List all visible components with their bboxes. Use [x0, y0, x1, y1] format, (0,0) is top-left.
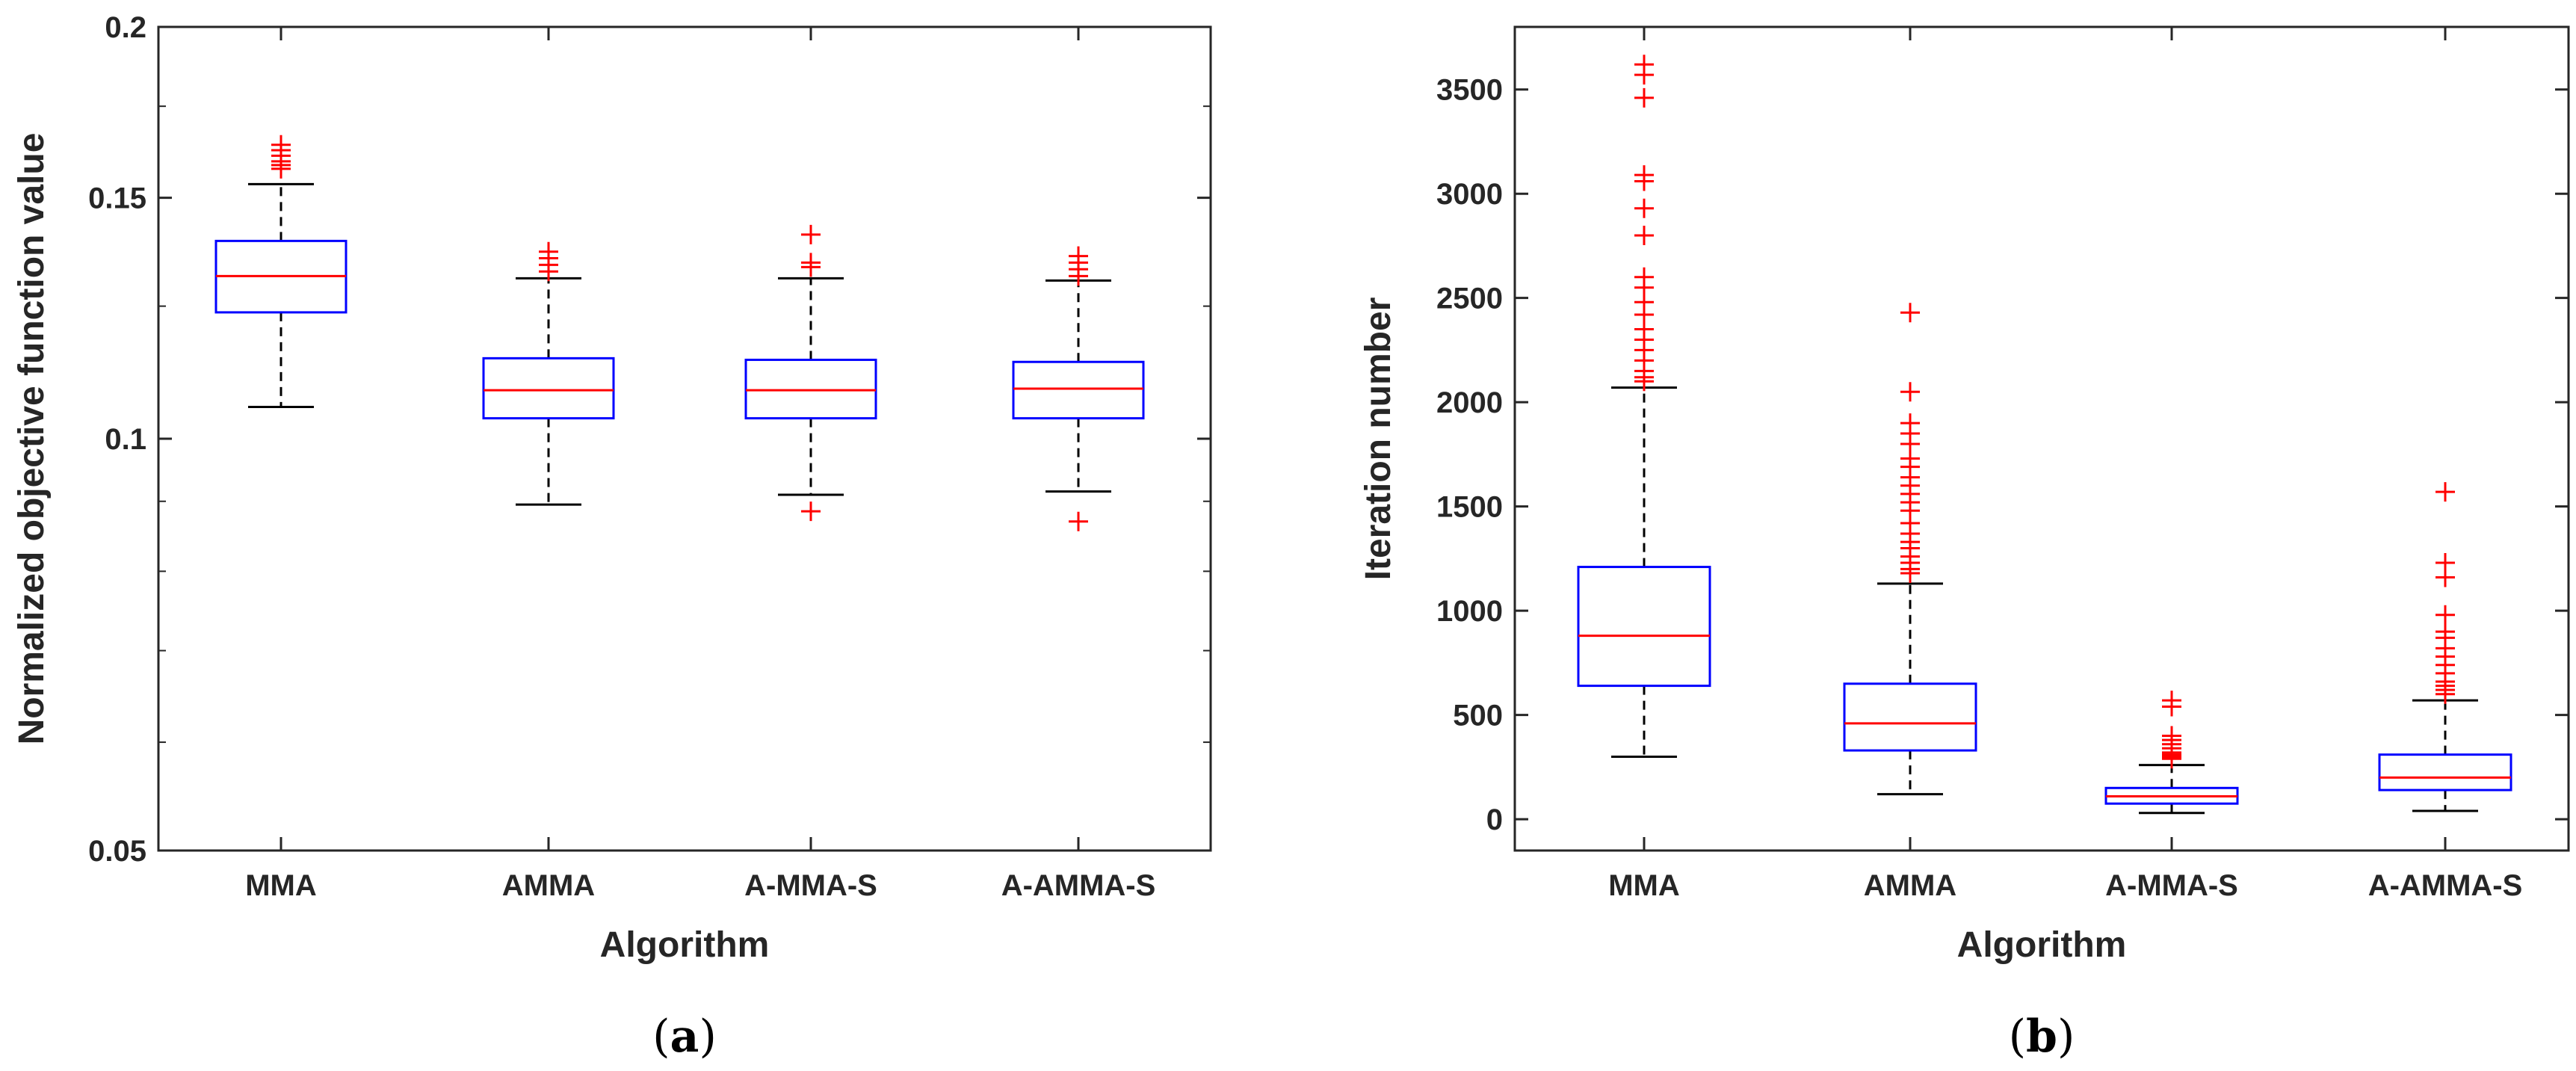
panel-a-outlier-marker	[801, 253, 821, 273]
panel-b-outlier-marker	[1634, 87, 1654, 108]
panel-a-outlier-marker	[1069, 511, 1088, 531]
panel-a-box	[744, 358, 877, 420]
panel-b-outlier-marker	[2436, 552, 2455, 572]
panel-b-x-tick-label: AMMA	[1864, 869, 1956, 902]
panel-b-y-tick-label: 2000	[1436, 386, 1503, 419]
panel-b-box	[1577, 566, 1711, 688]
panel-a-y-tick-label: 0.2	[105, 11, 146, 44]
panel-b-x-axis-title: Algorithm	[1957, 925, 2127, 965]
panel-b-box	[1843, 682, 1977, 752]
panel-b-x-tick-label: MMA	[1608, 869, 1680, 902]
panel-a-y-tick-label: 0.1	[105, 423, 146, 456]
panel-b-y-tick-label: 1000	[1436, 595, 1503, 628]
panel-a-y-tick-label: 0.05	[88, 835, 146, 868]
panel-b-outlier-marker	[2162, 691, 2181, 711]
panel-a-outlier-marker	[801, 501, 821, 522]
panel-b-outlier-marker	[1634, 267, 1654, 287]
panel-a-y-axis-title: Normalized objective function value	[12, 133, 52, 745]
panel-a-outlier-marker	[1069, 246, 1088, 266]
panel-b-y-axis-title: Iteration number	[1359, 297, 1398, 581]
panel-b-y-tick-label: 0	[1486, 803, 1503, 836]
panel-b-x-tick-label: A-AMMA-S	[2368, 869, 2523, 902]
panel-a-box	[1012, 360, 1145, 420]
panel-b-outlier-marker	[1634, 165, 1654, 185]
panel-b-outlier-marker	[1900, 382, 1920, 402]
panel-b-y-tick-label: 1500	[1436, 491, 1503, 524]
panel-b-outlier-marker	[2436, 605, 2455, 625]
panel-b-outlier-marker	[2436, 622, 2455, 642]
panel-b-outlier-marker	[2436, 482, 2455, 502]
panel-a-x-axis-title: Algorithm	[600, 925, 770, 965]
panel-a-marks: 0.05 0.1 0.15 0.2 MMA AMMA A-MMA-S A-AMMA-S	[88, 11, 1211, 902]
panel-b-outlier-marker	[2162, 726, 2181, 746]
panel-a-caption-letter: a	[670, 1010, 699, 1063]
panel-b-y-tick-label: 2500	[1436, 283, 1503, 315]
panel-b-outlier-marker	[1900, 413, 1920, 433]
panel-b-plot-frame	[1513, 25, 2570, 852]
panel-b-y-tick-label: 500	[1453, 700, 1503, 732]
panel-a-box	[482, 357, 615, 420]
panel-b-outlier-marker	[1900, 303, 1920, 323]
panel-a-outlier-marker	[539, 241, 558, 262]
panel-b-x-tick-label: A-MMA-S	[2105, 869, 2238, 902]
panel-b-caption-letter: b	[2026, 1010, 2057, 1063]
panel-b-boxplot: 0 500 1000 1500 2000 2500 3000 3500 MMA AMMA A-MMA…	[1359, 25, 2570, 1063]
panel-a-y-tick-label: 0.15	[88, 182, 146, 215]
panel-a-x-tick-label: A-MMA-S	[744, 869, 877, 902]
panel-b-marks: 0 500 1000 1500 2000 2500 3000 3500 MMA AMMA A-MMA…	[1436, 27, 2569, 902]
panel-b-y-tick-label: 3500	[1436, 74, 1503, 107]
panel-b-box	[2378, 753, 2512, 791]
panel-b-y-tick-label: 3000	[1436, 178, 1503, 211]
panel-a-outlier-marker	[271, 135, 291, 155]
panel-b-outlier-marker	[1634, 55, 1654, 75]
panel-b-outlier-marker	[1634, 198, 1654, 218]
panel-a-caption: (a)	[652, 1010, 717, 1063]
panel-a-outlier-marker	[801, 224, 821, 244]
panel-a-boxplot: 0.05 0.1 0.15 0.2 MMA AMMA A-MMA-S A-AMMA-S Alg…	[12, 11, 1212, 1063]
panel-b-outlier-marker	[1634, 225, 1654, 245]
panel-a-x-tick-label: A-AMMA-S	[1001, 869, 1156, 902]
panel-a-x-tick-label: AMMA	[502, 869, 595, 902]
panel-a-x-tick-label: MMA	[245, 869, 317, 902]
panel-b-caption: (b)	[2009, 1010, 2075, 1063]
